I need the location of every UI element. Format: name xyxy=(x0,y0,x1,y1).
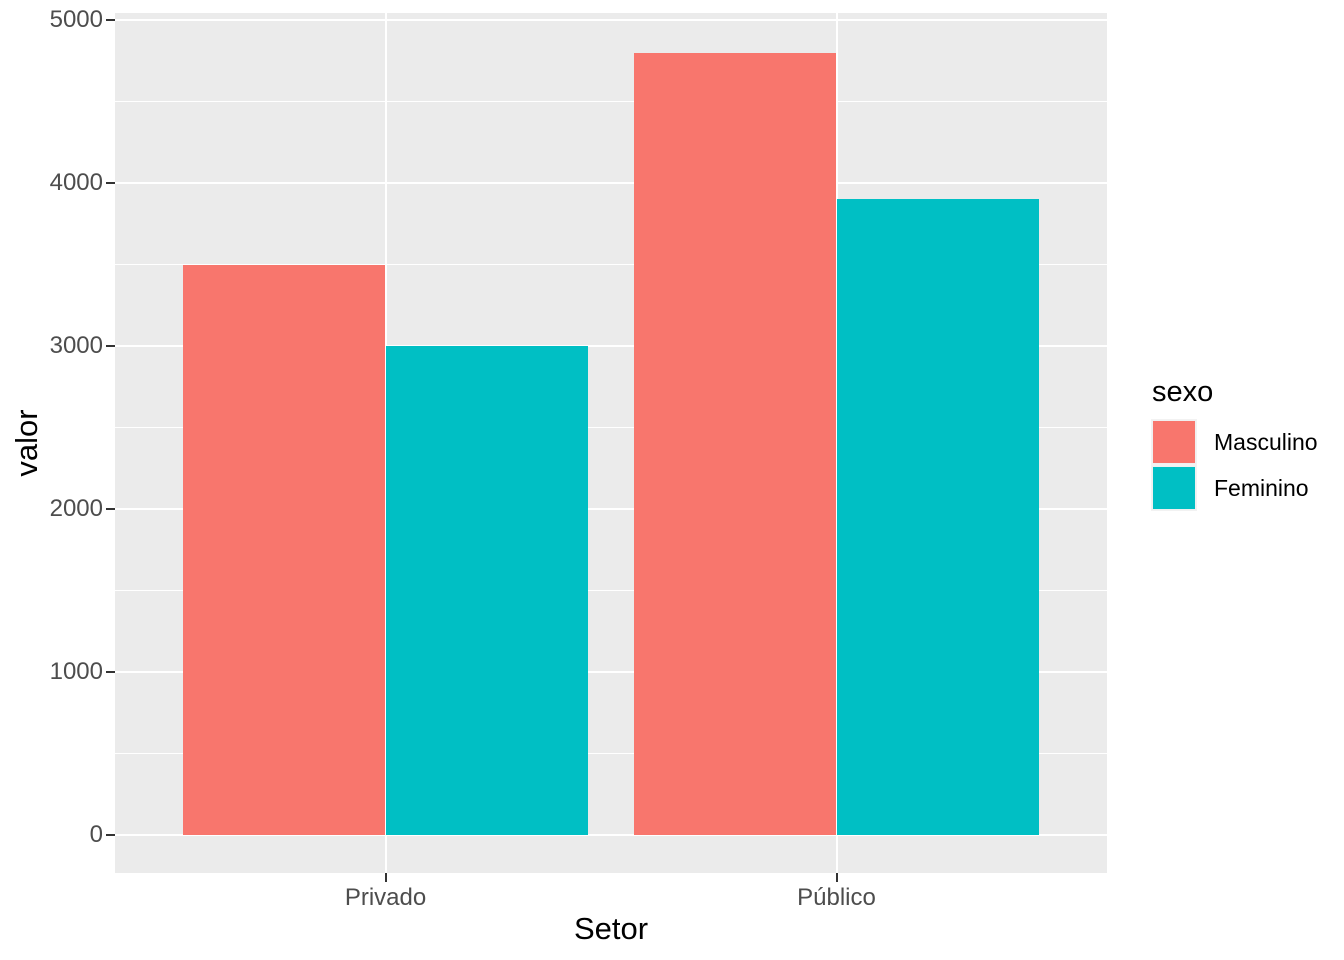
x-tick-label: Público xyxy=(797,884,876,911)
y-tick-label: 1000 xyxy=(49,658,103,685)
legend-key-feminino xyxy=(1152,466,1196,510)
bar-publico-feminino xyxy=(836,199,1040,835)
y-tick-label: 3000 xyxy=(49,332,103,359)
x-tick-label: Privado xyxy=(344,884,427,911)
gridline-major-h xyxy=(115,834,1107,836)
y-tick-mark xyxy=(106,671,115,673)
legend: sexo Masculino Feminino xyxy=(1152,376,1318,512)
y-tick-label: 0 xyxy=(89,821,103,848)
legend-item-feminino: Feminino xyxy=(1152,466,1318,510)
gridline-minor-h xyxy=(115,101,1107,102)
bar-privado-masculino xyxy=(182,264,386,835)
y-axis-title: valor xyxy=(9,409,44,477)
y-tick-label: 5000 xyxy=(49,6,103,33)
gridline-minor-h xyxy=(115,427,1107,428)
gridline-minor-h xyxy=(115,590,1107,591)
x-axis-title: Setor xyxy=(573,911,649,946)
x-tick-mark xyxy=(384,873,387,882)
gridline-minor-h xyxy=(115,264,1107,265)
bar-privado-feminino xyxy=(385,346,589,835)
plot-panel xyxy=(115,13,1107,873)
y-tick-label: 4000 xyxy=(49,169,103,196)
y-tick-mark xyxy=(106,345,115,347)
y-tick-label: 2000 xyxy=(49,495,103,522)
gridline-major-h xyxy=(115,508,1107,510)
gridline-major-h xyxy=(115,19,1107,21)
gridline-major-h xyxy=(115,182,1107,184)
x-tick-mark xyxy=(835,873,838,882)
y-tick-mark xyxy=(106,19,115,21)
y-tick-mark xyxy=(106,834,115,836)
legend-label: Masculino xyxy=(1214,429,1318,455)
legend-item-masculino: Masculino xyxy=(1152,420,1318,464)
legend-label: Feminino xyxy=(1214,475,1309,501)
legend-items: Masculino Feminino xyxy=(1152,420,1318,510)
gridline-major-h xyxy=(115,671,1107,673)
legend-key-masculino xyxy=(1152,420,1196,464)
y-tick-mark xyxy=(106,182,115,184)
gridline-major-h xyxy=(115,345,1107,347)
legend-title: sexo xyxy=(1152,376,1214,408)
bar-publico-masculino xyxy=(633,52,837,835)
gridline-minor-h xyxy=(115,753,1107,754)
y-tick-mark xyxy=(106,508,115,510)
